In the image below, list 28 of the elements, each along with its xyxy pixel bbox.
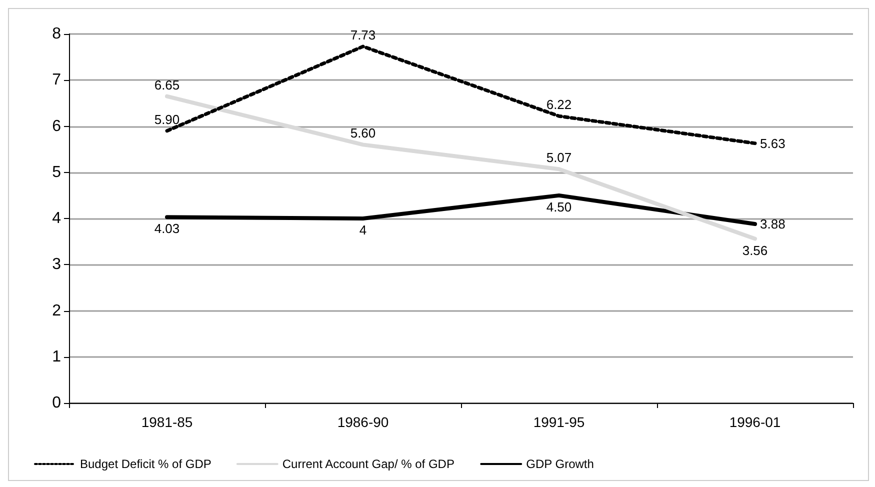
data-label: 5.60 — [350, 126, 376, 141]
y-tick-label: 7 — [52, 72, 62, 89]
y-tick-label: 4 — [52, 210, 62, 227]
y-tick-label: 6 — [52, 118, 62, 135]
data-label: 4 — [359, 222, 367, 238]
x-tick-label: 1986-90 — [337, 414, 389, 430]
y-tick-label: 8 — [52, 26, 62, 42]
data-label: 4.50 — [546, 199, 572, 214]
data-label: 7.73 — [350, 27, 376, 42]
data-label: 5.90 — [154, 112, 180, 127]
data-label: 6.22 — [546, 97, 572, 112]
y-tick-label: 5 — [52, 164, 62, 181]
x-tick-label: 1981-85 — [141, 414, 193, 430]
data-label: 4.03 — [154, 221, 180, 236]
y-tick-label: 0 — [52, 394, 62, 412]
y-tick-label: 2 — [52, 302, 62, 320]
data-label: 3.56 — [742, 242, 768, 258]
legend-label: Budget Deficit % of GDP — [80, 457, 212, 471]
y-tick-label: 1 — [52, 348, 62, 366]
y-tick-label: 3 — [52, 256, 62, 274]
x-tick-label: 1996-01 — [729, 414, 781, 430]
legend-label: Current Account Gap/ % of GDP — [282, 457, 454, 471]
data-label: 6.65 — [154, 77, 180, 92]
x-tick-label: 1991-95 — [533, 414, 585, 430]
legend-label: GDP Growth — [526, 457, 594, 471]
data-label: 3.88 — [760, 216, 786, 232]
data-label: 5.63 — [760, 136, 786, 151]
data-label: 5.07 — [546, 150, 572, 166]
